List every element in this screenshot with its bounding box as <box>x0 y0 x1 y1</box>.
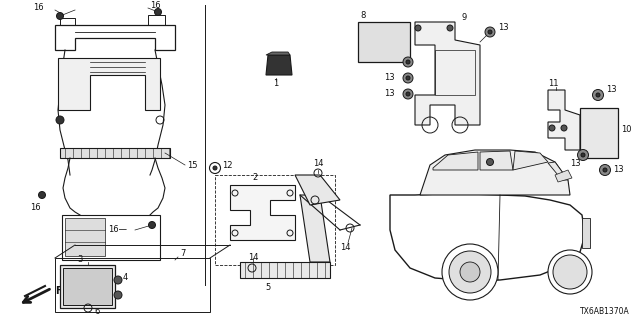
Circle shape <box>485 27 495 37</box>
Circle shape <box>486 158 493 165</box>
Circle shape <box>549 125 555 131</box>
Bar <box>582 218 590 248</box>
Polygon shape <box>295 175 340 205</box>
Text: 16: 16 <box>150 2 161 11</box>
Text: 7: 7 <box>180 250 186 259</box>
Circle shape <box>38 191 45 198</box>
Circle shape <box>213 166 217 170</box>
Bar <box>215 175 335 265</box>
Text: 5: 5 <box>266 283 271 292</box>
Bar <box>62 215 160 260</box>
Circle shape <box>406 60 410 64</box>
Text: 12: 12 <box>222 162 232 171</box>
Circle shape <box>488 30 492 34</box>
Circle shape <box>114 291 122 299</box>
Polygon shape <box>266 52 290 55</box>
Circle shape <box>403 73 413 83</box>
Polygon shape <box>60 265 115 308</box>
Polygon shape <box>480 151 513 170</box>
Text: 10: 10 <box>621 125 632 134</box>
Text: 13: 13 <box>613 165 623 174</box>
Text: 15: 15 <box>187 161 198 170</box>
Polygon shape <box>555 170 572 182</box>
Circle shape <box>56 116 64 124</box>
Circle shape <box>581 153 585 157</box>
Polygon shape <box>63 268 112 305</box>
Bar <box>435 50 475 95</box>
Text: 9: 9 <box>462 13 467 22</box>
Circle shape <box>148 221 156 228</box>
Text: 13: 13 <box>570 158 580 167</box>
Text: 13: 13 <box>385 90 395 99</box>
Bar <box>358 22 410 62</box>
Circle shape <box>403 89 413 99</box>
Circle shape <box>114 276 122 284</box>
Text: 6: 6 <box>94 307 99 316</box>
Text: FR.: FR. <box>55 286 73 296</box>
Polygon shape <box>513 151 548 170</box>
Polygon shape <box>300 195 330 262</box>
Circle shape <box>553 255 587 289</box>
Circle shape <box>460 262 480 282</box>
Text: 13: 13 <box>385 55 395 65</box>
Polygon shape <box>548 90 580 150</box>
Text: 2: 2 <box>252 173 258 182</box>
Text: 14: 14 <box>313 158 323 167</box>
Circle shape <box>449 251 491 293</box>
Circle shape <box>600 164 611 175</box>
Text: 16: 16 <box>33 4 44 12</box>
Circle shape <box>56 12 63 20</box>
Polygon shape <box>415 22 480 125</box>
Circle shape <box>442 244 498 300</box>
Text: 14: 14 <box>340 244 351 252</box>
Polygon shape <box>390 194 585 280</box>
Circle shape <box>447 25 453 31</box>
Text: 13: 13 <box>498 23 509 33</box>
Bar <box>65 218 105 256</box>
Text: 13: 13 <box>606 85 616 94</box>
Text: 8: 8 <box>360 12 365 20</box>
Text: 16—: 16— <box>108 226 127 235</box>
Circle shape <box>593 90 604 100</box>
Polygon shape <box>420 150 570 195</box>
Circle shape <box>596 93 600 97</box>
Circle shape <box>403 57 413 67</box>
Text: 4: 4 <box>123 273 128 282</box>
Text: 1: 1 <box>273 78 278 87</box>
Text: 14: 14 <box>248 252 259 261</box>
Polygon shape <box>230 185 295 240</box>
Circle shape <box>603 168 607 172</box>
Polygon shape <box>266 55 292 75</box>
Text: TX6AB1370A: TX6AB1370A <box>580 308 630 316</box>
Polygon shape <box>548 162 568 180</box>
Text: 16: 16 <box>30 203 40 212</box>
Polygon shape <box>60 148 170 158</box>
Polygon shape <box>240 262 330 278</box>
Circle shape <box>154 9 161 15</box>
Circle shape <box>406 92 410 96</box>
Circle shape <box>561 125 567 131</box>
Circle shape <box>548 250 592 294</box>
Circle shape <box>415 25 421 31</box>
Text: 11: 11 <box>548 78 558 87</box>
Text: 13: 13 <box>385 74 395 83</box>
Polygon shape <box>433 152 478 170</box>
Circle shape <box>577 149 589 161</box>
Polygon shape <box>58 58 160 110</box>
Circle shape <box>406 76 410 80</box>
Text: 3: 3 <box>77 255 83 265</box>
Bar <box>580 108 618 158</box>
